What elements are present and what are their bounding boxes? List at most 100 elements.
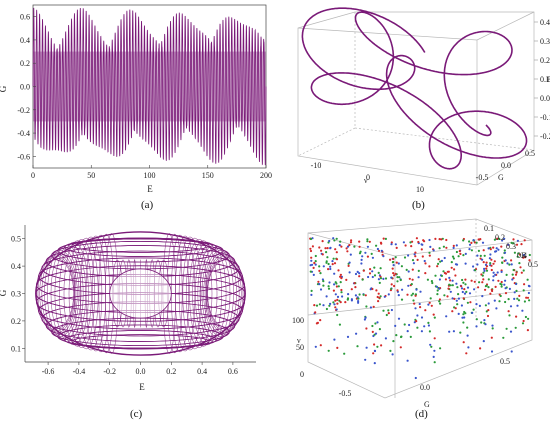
panel-d-point (379, 267, 382, 270)
panel-d-point (408, 323, 411, 327)
panel-d-point (411, 268, 414, 271)
panel-d-point (361, 278, 364, 281)
panel-d-point (459, 331, 462, 334)
panel-d-point (309, 237, 313, 241)
panel-d-point (373, 266, 376, 269)
panel-c-xtick-label: 0.2 (166, 367, 176, 376)
panel-d-point (390, 287, 393, 290)
panel-d-point (478, 281, 481, 284)
panel-d-point (490, 288, 493, 291)
panel-d-point (479, 254, 482, 257)
panel-d-point (346, 335, 350, 338)
panel-d-point (428, 251, 431, 254)
panel-c-meridian (35, 257, 74, 330)
panel-c: 0.1 0.2 0.3 0.4 0.5 -0.6 -0.4 -0.2 0.0 0.2 0.4 0.6… (0, 225, 256, 420)
panel-d-point (470, 241, 473, 244)
panel-d-point (364, 358, 367, 361)
panel-d-point (347, 264, 350, 267)
panel-d-point (515, 271, 518, 274)
panel-d-point (346, 298, 349, 301)
panel-d-point (354, 272, 358, 276)
panel-d-caption: (d) (415, 408, 428, 420)
panel-c-meridian (74, 237, 99, 350)
panel-d-point (349, 241, 353, 244)
panel-d-point (438, 300, 441, 303)
panel-d-point (514, 326, 517, 329)
panel-d-point (454, 307, 457, 310)
panel-d-point (443, 256, 446, 260)
panel-d-point (455, 250, 458, 254)
panel-d-point (361, 255, 364, 258)
panel-d-point (408, 277, 411, 280)
panel-d-point (507, 243, 510, 246)
panel-d-point (387, 309, 390, 312)
panel-d-point (313, 261, 316, 265)
panel-d-point (321, 253, 324, 256)
panel-d-point (341, 295, 344, 298)
panel-d-point (464, 262, 467, 265)
panel-d-point (420, 330, 423, 333)
panel-c-caption: (c) (130, 408, 143, 420)
panel-d-point (516, 297, 519, 300)
panel-d-point (390, 241, 393, 244)
panel-b-tick-label: 0.0 (501, 161, 511, 170)
panel-d-point (428, 238, 431, 242)
panel-c-meridian (205, 253, 244, 334)
panel-d-point (346, 245, 350, 248)
panel-d-point (350, 288, 353, 291)
panel-c-xtick-label: 0.6 (228, 367, 238, 376)
panel-c-ytick-label: 0.3 (11, 290, 21, 299)
panel-b-tick-label: -0.5 (476, 173, 489, 182)
panel-d-point (325, 307, 328, 311)
panel-d-point (333, 283, 336, 286)
panel-d-point (333, 272, 336, 275)
panel-d-point (340, 277, 343, 280)
panel-a-ytick-label: 0.0 (20, 83, 30, 92)
panel-d-point (384, 277, 388, 280)
panel-c-meridian (203, 250, 240, 337)
panel-d-point (519, 266, 522, 269)
panel-a-xtick-label: 150 (202, 171, 214, 180)
panel-d-point (482, 261, 485, 264)
panel-d-point (339, 301, 342, 304)
panel-d-point (377, 300, 380, 303)
panel-d-point (327, 262, 330, 266)
panel-d-point (373, 274, 377, 277)
panel-d-point (336, 313, 339, 317)
panel-d-point (462, 254, 465, 257)
panel-d-point (334, 248, 337, 251)
panel-d-point (433, 337, 436, 340)
panel-d-point (358, 252, 362, 255)
panel-d-point (482, 340, 485, 343)
panel-d-point (483, 267, 486, 270)
panel-d-point (462, 297, 465, 300)
panel-d-point (460, 304, 463, 307)
panel-d-point (375, 289, 378, 292)
panel-d-point (471, 311, 474, 314)
panel-d-point (457, 312, 460, 315)
panel-d-point (329, 265, 332, 268)
panel-d-point (409, 241, 412, 244)
panel-d-point (335, 282, 338, 285)
panel-b: 0.4 0.3 0.2 0.1 0.0 -0.1 -0.2 0.5 0.0 -0.5 10 0 -1… (297, 7, 550, 211)
panel-d-point (453, 297, 456, 300)
panel-d-point (454, 274, 457, 277)
panel-c-meridian (68, 239, 96, 348)
panel-d-point (373, 343, 376, 346)
panel-d-point (409, 335, 412, 338)
panel-d-point (357, 300, 360, 303)
panel-b-tick-label: 0.0 (540, 94, 550, 103)
panel-d-point (322, 304, 325, 307)
panel-d-point (474, 269, 477, 272)
panel-d-point (337, 285, 340, 288)
panel-d-point (438, 247, 441, 250)
panel-a-xtick-label: 100 (144, 171, 156, 180)
panel-d-point (527, 317, 530, 320)
panel-d-point (510, 259, 513, 262)
panel-d-point (376, 321, 379, 324)
panel-d-point (345, 247, 348, 250)
panel-d-point (403, 256, 407, 259)
panel-d-point (367, 275, 370, 279)
panel-a-ytick-label: -0.2 (17, 106, 30, 115)
panel-c-xtick-label: -0.6 (42, 367, 55, 376)
